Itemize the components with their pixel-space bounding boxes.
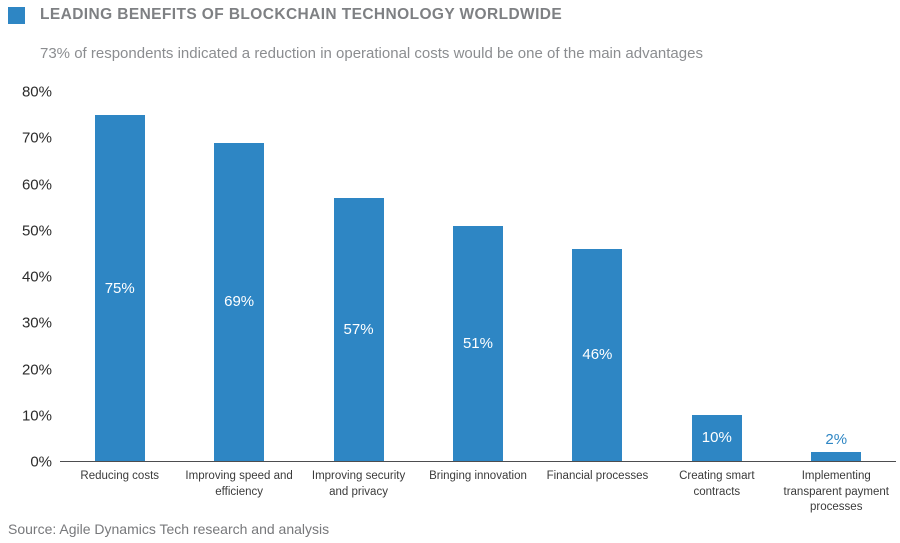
category-label: Creating smart contracts <box>679 470 755 498</box>
bar-2: 57% <box>333 198 384 461</box>
bar-value-label: 69% <box>224 293 255 311</box>
bar-value-label: 75% <box>104 279 135 297</box>
y-tick-label: 70% <box>21 129 52 147</box>
bar-column: 75% <box>60 92 179 461</box>
bar-6: 2% <box>811 432 862 461</box>
category-label: Reducing costs <box>80 470 160 482</box>
bar-value-label: 57% <box>343 321 374 339</box>
source-note: Source: Agile Dynamics Tech research and… <box>8 521 330 537</box>
header: LEADING BENEFITS OF BLOCKCHAIN TECHNOLOG… <box>0 0 900 24</box>
bar-1: 69% <box>214 142 265 461</box>
bar-column: 46% <box>538 92 657 461</box>
plot-wrap: 75% 69% 57% 51% 46% 10% 2% Reducing costs Impro… <box>60 92 896 516</box>
chart-title: LEADING BENEFITS OF BLOCKCHAIN TECHNOLOG… <box>40 6 563 23</box>
category-label: Financial processes <box>546 470 649 482</box>
bar-value-label: 2% <box>825 430 848 448</box>
bar-column: 69% <box>179 92 298 461</box>
bar-5: 10% <box>691 414 742 461</box>
category-label: Improving speed and efficiency <box>185 470 293 498</box>
y-tick-label: 30% <box>21 314 52 332</box>
bar-column: 57% <box>299 92 418 461</box>
plot-area: 75% 69% 57% 51% 46% 10% 2% <box>60 92 896 462</box>
bar-chart: 0% 10% 20% 30% 40% 50% 60% 70% 80% 75% 69% 57% 51% 4… <box>8 85 896 516</box>
bar-3: 51% <box>452 225 503 461</box>
category-labels: Reducing costs Improving speed and effici… <box>60 469 896 516</box>
y-tick-label: 20% <box>21 361 52 378</box>
y-tick-label: 10% <box>21 407 52 425</box>
bar-value-label: 51% <box>462 334 493 352</box>
bar-column: 10% <box>657 92 776 461</box>
chart-subtitle: 73% of respondents indicated a reduction… <box>40 45 703 62</box>
y-tick-label: 50% <box>21 222 52 240</box>
category-label: Implementing transparent payment process… <box>783 470 889 514</box>
y-tick-label: 80% <box>21 83 52 101</box>
y-tick-label: 0% <box>30 453 52 471</box>
bar-0: 75% <box>94 115 145 461</box>
bar-column: 2% <box>777 92 896 461</box>
category-label: Improving security and privacy <box>311 470 406 498</box>
y-axis: 0% 10% 20% 30% 40% 50% 60% 70% 80% <box>8 85 60 470</box>
bar-4: 46% <box>572 248 623 461</box>
y-tick-label: 40% <box>21 268 52 286</box>
bar-value-label: 10% <box>701 429 732 447</box>
bar-column: 51% <box>418 92 537 461</box>
category-label: Bringing innovation <box>429 470 527 482</box>
y-tick-label: 60% <box>21 176 52 193</box>
blue-square-icon <box>8 6 25 24</box>
bar-value-label: 46% <box>582 346 613 364</box>
